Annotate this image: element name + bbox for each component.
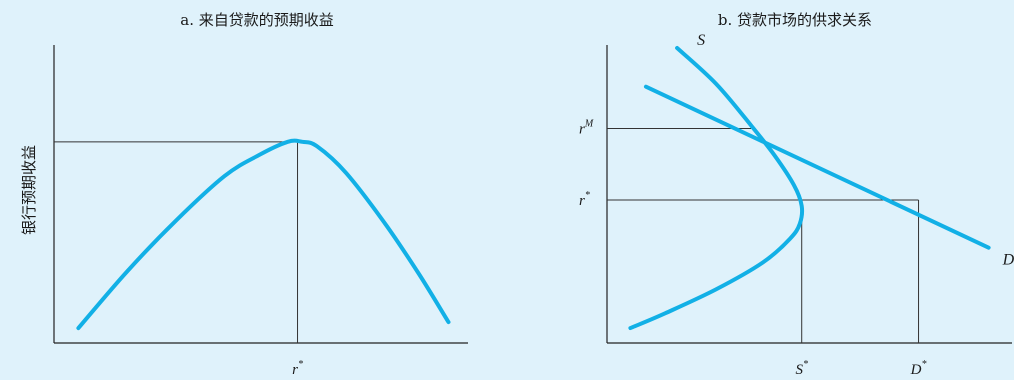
panel-a-curves xyxy=(76,138,451,331)
panel-b: b. 贷款市场的供求关系 S* D* rMr* SD xyxy=(579,11,1014,378)
panel-a-x-tick-0: r* xyxy=(292,359,303,378)
panel-b-title: b. 贷款市场的供求关系 xyxy=(718,11,872,29)
panel-b-curve-d xyxy=(643,84,991,250)
panel-a: a. 来自贷款的预期收益 银行预期收益 r* xyxy=(20,11,468,378)
panel-b-curves xyxy=(628,46,991,331)
panel-b-x-ticks: S* D* xyxy=(795,359,926,378)
panel-b-curve-s xyxy=(628,46,805,331)
panel-a-y-axis-label: 银行预期收益 xyxy=(20,145,38,235)
panel-b-x-tick-0: S* xyxy=(795,359,808,378)
panel-a-guides xyxy=(54,141,299,343)
panel-b-curve-labels: SD xyxy=(697,32,1014,269)
panel-a-curve-return xyxy=(76,138,451,331)
panel-b-curve-label-s: S xyxy=(697,32,705,49)
panel-b-curve-label-d: D xyxy=(1002,252,1014,269)
panel-b-y-ticks: rM r* xyxy=(579,118,594,209)
panel-b-y-tick-1: r* xyxy=(579,190,590,209)
panel-b-x-tick-1: D* xyxy=(910,359,927,378)
panel-a-x-ticks: r* xyxy=(292,359,303,378)
panel-b-guides xyxy=(607,127,920,343)
panel-b-y-tick-0: rM xyxy=(579,118,594,137)
panel-a-title: a. 来自贷款的预期收益 xyxy=(180,11,333,29)
